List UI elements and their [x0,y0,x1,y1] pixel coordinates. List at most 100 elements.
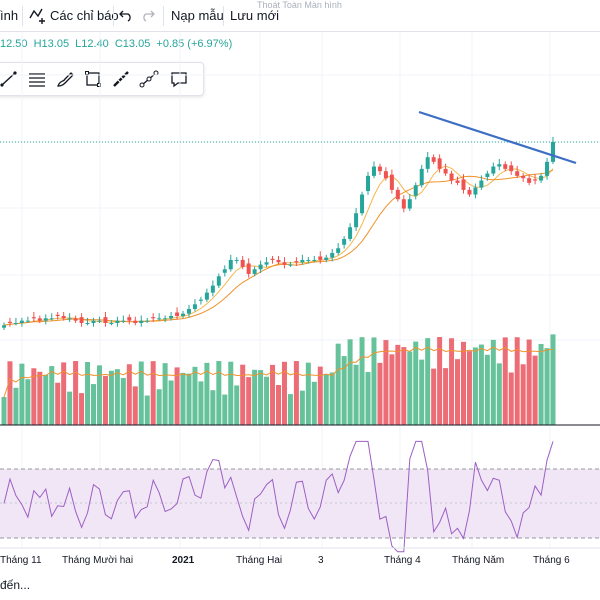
candle [145,320,150,322]
volume-bar [323,373,329,425]
candle [204,292,209,300]
volume-bar [246,377,252,425]
volume-bar [37,371,43,425]
candle [306,259,311,261]
candle [91,320,96,323]
save-button[interactable]: Lưu mới [230,8,280,23]
candle [216,276,221,286]
candle [25,320,30,322]
volume-bar [508,372,514,425]
ohlc-change: +0.85 (+6.97%) [156,38,233,50]
volume-bar [425,338,431,425]
volume-bar [281,361,287,425]
candle [198,299,203,301]
brush-icon[interactable] [53,67,77,91]
candle [312,259,317,261]
candle [419,168,424,186]
candle [389,174,394,190]
candle [521,175,526,179]
candle [19,320,24,323]
volume-bar [85,362,91,425]
candle [169,315,174,319]
volume-bar [91,384,97,425]
volume-bar [162,363,168,425]
volume-bar [484,354,490,425]
candle [401,199,406,209]
candle [354,213,359,228]
x-axis-label: Tháng 6 [533,555,570,566]
volume-bar [1,397,7,425]
x-axis-label: Tháng Mười hai [62,555,134,566]
volume-bar [216,361,222,425]
candle [503,164,508,169]
rsi-line [3,440,554,553]
candle [109,322,114,324]
volume-bar [156,389,162,425]
candle [324,257,329,260]
candle [270,258,275,260]
volume-bar [478,344,484,425]
volume-bar [25,379,31,425]
volume-bar [455,359,461,425]
redo-icon[interactable] [141,8,155,25]
volume-bar [19,363,25,425]
undo-icon[interactable] [119,8,133,25]
candle [2,325,6,328]
volume-bar [293,361,299,425]
candle [485,173,490,178]
volume-bar [186,373,192,425]
candle [467,189,472,195]
top-toolbar: ình Các chỉ báo Nạp mẫu Lưu mới Thoát To… [0,0,600,32]
volume-bar [31,368,37,425]
volume-bar [276,385,281,425]
volume-bar [287,394,293,425]
trendline [418,110,577,165]
volume-bar [168,380,174,425]
volume-bar [204,362,210,425]
candle [157,318,162,320]
candle [461,179,466,190]
volume-bar [73,361,79,425]
candle [443,168,448,174]
volume-bar [264,376,270,425]
candle [360,194,365,214]
candle [79,317,84,323]
candle [192,304,197,309]
volume-bar [55,382,61,425]
candle [61,315,66,319]
path-icon[interactable] [137,67,161,91]
candle [473,187,478,195]
load-template-button[interactable]: Nạp mẫu [171,8,224,23]
volume-bar [389,354,395,425]
volume-bar [120,377,126,425]
volume-bar [353,364,359,425]
ruler-icon[interactable] [109,67,133,91]
candle [181,313,186,316]
candle [413,185,418,196]
candle [318,256,323,260]
volume-bar [365,372,371,425]
volume-bar [240,364,246,425]
candle [509,165,514,172]
volume-bars [1,334,556,425]
candle [497,164,502,167]
candle [240,259,245,267]
volume-bar [108,370,114,425]
candle [43,318,48,321]
fullscreen-button[interactable]: ình [0,8,19,23]
volume-bar [228,361,234,425]
candle [366,175,371,192]
candle [258,264,263,270]
drawing-toolbar [0,62,204,96]
x-axis-label: Tháng 4 [384,555,421,566]
x-axis-label: Tháng Hai [236,555,283,566]
candles [2,136,555,330]
indicators-button[interactable]: Các chỉ báo [50,8,119,23]
candle [437,158,442,169]
candle [455,180,460,183]
fullscreen-tooltip: Thoát Toàn Màn hình [257,0,342,10]
volume-bar [43,374,49,425]
fib-lines-icon[interactable] [25,67,49,91]
toolbar-divider [113,6,114,26]
